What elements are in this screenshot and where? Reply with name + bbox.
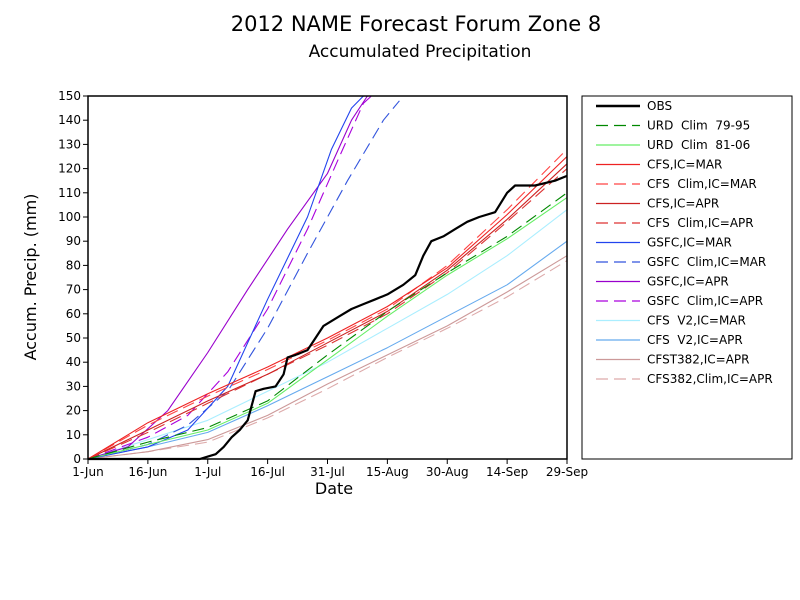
x-tick-label: 15-Aug bbox=[366, 465, 409, 479]
y-tick-label: 30 bbox=[66, 379, 81, 393]
y-tick-label: 70 bbox=[66, 283, 81, 297]
y-tick-label: 120 bbox=[58, 162, 81, 176]
y-tick-label: 90 bbox=[66, 234, 81, 248]
y-tick-label: 50 bbox=[66, 331, 81, 345]
series-line-cfs-ic-apr bbox=[87, 163, 568, 460]
legend-label-cfs382-clim-ic-apr: CFS382,Clim,IC=APR bbox=[647, 372, 773, 386]
legend-label-urd-clim-81-06: URD Clim 81-06 bbox=[647, 138, 750, 152]
series-line-cfs-ic-mar bbox=[87, 156, 568, 460]
x-tick-label: 16-Jul bbox=[250, 465, 285, 479]
legend-label-gsfc-clim-ic-apr: GSFC Clim,IC=APR bbox=[647, 294, 763, 308]
series-line-urd-clim-81-06 bbox=[87, 197, 568, 460]
y-tick-label: 110 bbox=[58, 186, 81, 200]
legend-label-cfs-clim-ic-mar: CFS Clim,IC=MAR bbox=[647, 177, 757, 191]
legend-label-obs: OBS bbox=[647, 99, 672, 113]
y-tick-label: 0 bbox=[73, 452, 81, 466]
legend-label-cfs-ic-mar: CFS,IC=MAR bbox=[647, 158, 722, 172]
y-tick-label: 140 bbox=[58, 113, 81, 127]
legend-label-gsfc-clim-ic-mar: GSFC Clim,IC=MAR bbox=[647, 255, 766, 269]
legend-box bbox=[581, 95, 793, 460]
series-line-gsfc-clim-ic-apr bbox=[87, 95, 372, 460]
series-line-cfs382-clim-ic-apr bbox=[87, 260, 568, 460]
chart-title: 2012 NAME Forecast Forum Zone 8 bbox=[231, 12, 602, 36]
series-line-gsfc-ic-apr bbox=[87, 95, 368, 460]
legend-label-cfs-clim-ic-apr: CFS Clim,IC=APR bbox=[647, 216, 754, 230]
legend-label-cfst382-ic-apr: CFST382,IC=APR bbox=[647, 353, 750, 367]
series-line-cfs-v2-ic-apr bbox=[87, 240, 568, 460]
y-tick-label: 130 bbox=[58, 137, 81, 151]
series-line-cfs-clim-ic-mar bbox=[87, 148, 568, 460]
y-tick-label: 10 bbox=[66, 428, 81, 442]
legend-label-gsfc-ic-mar: GSFC,IC=MAR bbox=[647, 236, 732, 250]
y-axis-label: Accum. Precip. (mm) bbox=[21, 194, 40, 361]
series-line-urd-clim-79-95 bbox=[87, 192, 568, 460]
series-line-cfst382-ic-apr bbox=[87, 255, 568, 460]
series-line-obs bbox=[88, 174, 568, 461]
x-tick-label: 1-Jun bbox=[72, 465, 103, 479]
legend-label-cfs-v2-ic-apr: CFS V2,IC=APR bbox=[647, 333, 743, 347]
x-axis-label: Date bbox=[315, 479, 353, 498]
y-tick-label: 20 bbox=[66, 404, 81, 418]
series-layer bbox=[87, 95, 568, 461]
x-tick-label: 29-Sep bbox=[546, 465, 588, 479]
legend-label-urd-clim-79-95: URD Clim 79-95 bbox=[647, 119, 750, 133]
y-axis: 0 10 20 30 40 50 60 70 80 90 100 110 120 130 140 150 bbox=[58, 89, 88, 466]
y-tick-label: 40 bbox=[66, 355, 81, 369]
legend-label-cfs-ic-apr: CFS,IC=APR bbox=[647, 197, 719, 211]
x-tick-label: 1-Jul bbox=[194, 465, 221, 479]
y-tick-label: 100 bbox=[58, 210, 81, 224]
series-line-cfs-clim-ic-apr bbox=[87, 168, 568, 460]
series-line-cfs-v2-ic-mar bbox=[87, 209, 568, 460]
y-tick-label: 60 bbox=[66, 307, 81, 321]
chart-subtitle: Accumulated Precipitation bbox=[309, 42, 532, 62]
x-tick-label: 30-Aug bbox=[426, 465, 469, 479]
y-tick-label: 150 bbox=[58, 89, 81, 103]
legend-label-gsfc-ic-apr: GSFC,IC=APR bbox=[647, 275, 729, 289]
y-tick-label: 80 bbox=[66, 258, 81, 272]
x-axis: 1-Jun 16-Jun 1-Jul 16-Jul 31-Jul 15-Aug 30-Aug… bbox=[72, 459, 588, 479]
x-tick-label: 14-Sep bbox=[486, 465, 528, 479]
series-line-gsfc-clim-ic-mar bbox=[87, 100, 400, 460]
plot-frame bbox=[87, 95, 568, 460]
x-tick-label: 16-Jun bbox=[128, 465, 167, 479]
x-tick-label: 31-Jul bbox=[310, 465, 345, 479]
series-line-gsfc-ic-mar bbox=[87, 95, 364, 460]
legend: OBS URD Clim 79-95 URD Clim 81-06 CFS,IC=MA… bbox=[596, 99, 773, 386]
legend-label-cfs-v2-ic-mar: CFS V2,IC=MAR bbox=[647, 314, 746, 328]
